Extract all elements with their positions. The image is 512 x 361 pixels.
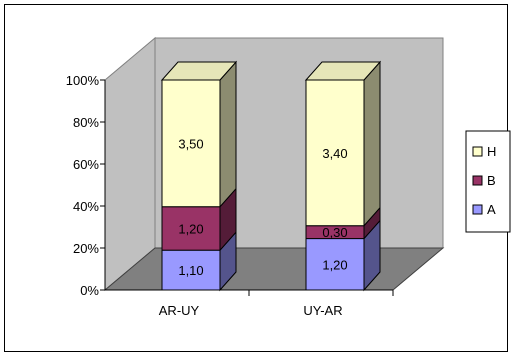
y-tick-label: 20% bbox=[73, 241, 99, 256]
legend-swatch-b bbox=[472, 175, 483, 186]
bar-side-h-ar-uy bbox=[219, 60, 237, 209]
legend-label-a: A bbox=[487, 202, 496, 217]
y-tick-label: 100% bbox=[66, 73, 100, 88]
data-label: 3,40 bbox=[322, 146, 347, 161]
data-label: 1,20 bbox=[178, 221, 203, 236]
legend-swatch-a bbox=[472, 204, 483, 215]
legend-label-h: H bbox=[487, 144, 496, 159]
data-label: 3,50 bbox=[178, 136, 203, 151]
y-tick-label: 40% bbox=[73, 199, 99, 214]
bar-top-ar-uy bbox=[160, 61, 238, 81]
data-label: 1,20 bbox=[322, 257, 347, 272]
bar-segment-b-ar-uy bbox=[161, 206, 221, 251]
bar-segment-a-uy-ar bbox=[305, 238, 365, 291]
bar-segment-a-ar-uy bbox=[161, 249, 221, 291]
data-label: 1,10 bbox=[178, 263, 203, 278]
bar-top-uy-ar bbox=[304, 61, 382, 81]
x-tick-label: UY-AR bbox=[303, 303, 342, 318]
data-label: 0,30 bbox=[322, 225, 347, 240]
side-wall bbox=[104, 36, 156, 292]
bar-segment-h-ar-uy bbox=[161, 79, 221, 208]
y-tick-label: 60% bbox=[73, 157, 99, 172]
y-tick-label: 0% bbox=[80, 283, 99, 298]
bar-segment-h-uy-ar bbox=[305, 79, 365, 227]
y-tick-label: 80% bbox=[73, 115, 99, 130]
legend-label-b: B bbox=[487, 173, 496, 188]
x-tick-label: AR-UY bbox=[159, 303, 200, 318]
legend-swatch-h bbox=[472, 146, 483, 157]
bar-side-h-uy-ar bbox=[363, 60, 381, 228]
floor bbox=[103, 247, 445, 291]
